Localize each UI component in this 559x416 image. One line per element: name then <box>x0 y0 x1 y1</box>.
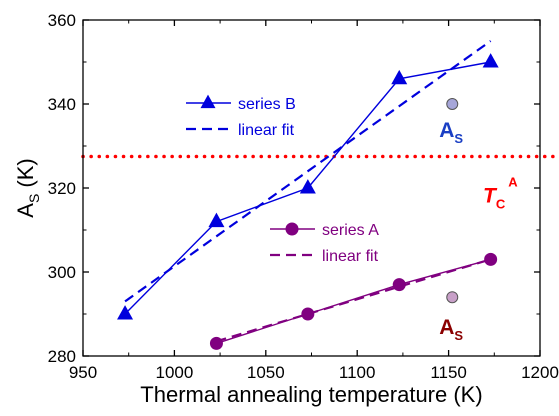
x-tick-label: 1000 <box>155 363 193 382</box>
data-point-triangle <box>117 305 134 320</box>
series-line <box>216 258 491 345</box>
annotation-label: AS <box>439 316 463 343</box>
y-tick-label: 360 <box>48 11 76 30</box>
reference-line-label: TCA <box>483 175 518 212</box>
legend-label: series A <box>322 222 379 239</box>
data-point-triangle <box>208 212 225 228</box>
fit-line-series-b <box>124 40 492 303</box>
y-tick-label: 280 <box>48 347 76 366</box>
x-axis-title: Thermal annealing temperature (K) <box>140 382 482 407</box>
data-point-triangle <box>391 69 408 85</box>
data-point-circle <box>301 307 315 321</box>
x-tick-label: 1150 <box>430 363 467 382</box>
legend-label: linear fit <box>322 248 379 265</box>
data-point-circle <box>209 336 223 350</box>
x-tick-label: 1100 <box>339 363 376 382</box>
legend-label: linear fit <box>238 122 295 139</box>
x-tick-label: 950 <box>69 363 97 382</box>
data-point-triangle <box>482 53 499 68</box>
legend-marker-circle <box>285 222 299 236</box>
legend-marker-triangle <box>200 94 216 109</box>
legend-label: series B <box>238 96 296 113</box>
annotation-label: AS <box>439 119 463 146</box>
data-point-circle <box>392 278 406 292</box>
y-tick-label: 340 <box>48 95 76 114</box>
y-tick-label: 320 <box>48 179 76 198</box>
data-point-circle <box>484 252 498 266</box>
annotation-marker <box>446 98 459 110</box>
y-tick-label: 300 <box>48 263 76 282</box>
annotation-marker <box>446 291 459 304</box>
data-point-triangle <box>299 179 316 194</box>
y-axis-title: AS (K) <box>13 158 42 217</box>
x-tick-label: 1200 <box>521 363 559 382</box>
x-tick-label: 1050 <box>247 363 285 382</box>
